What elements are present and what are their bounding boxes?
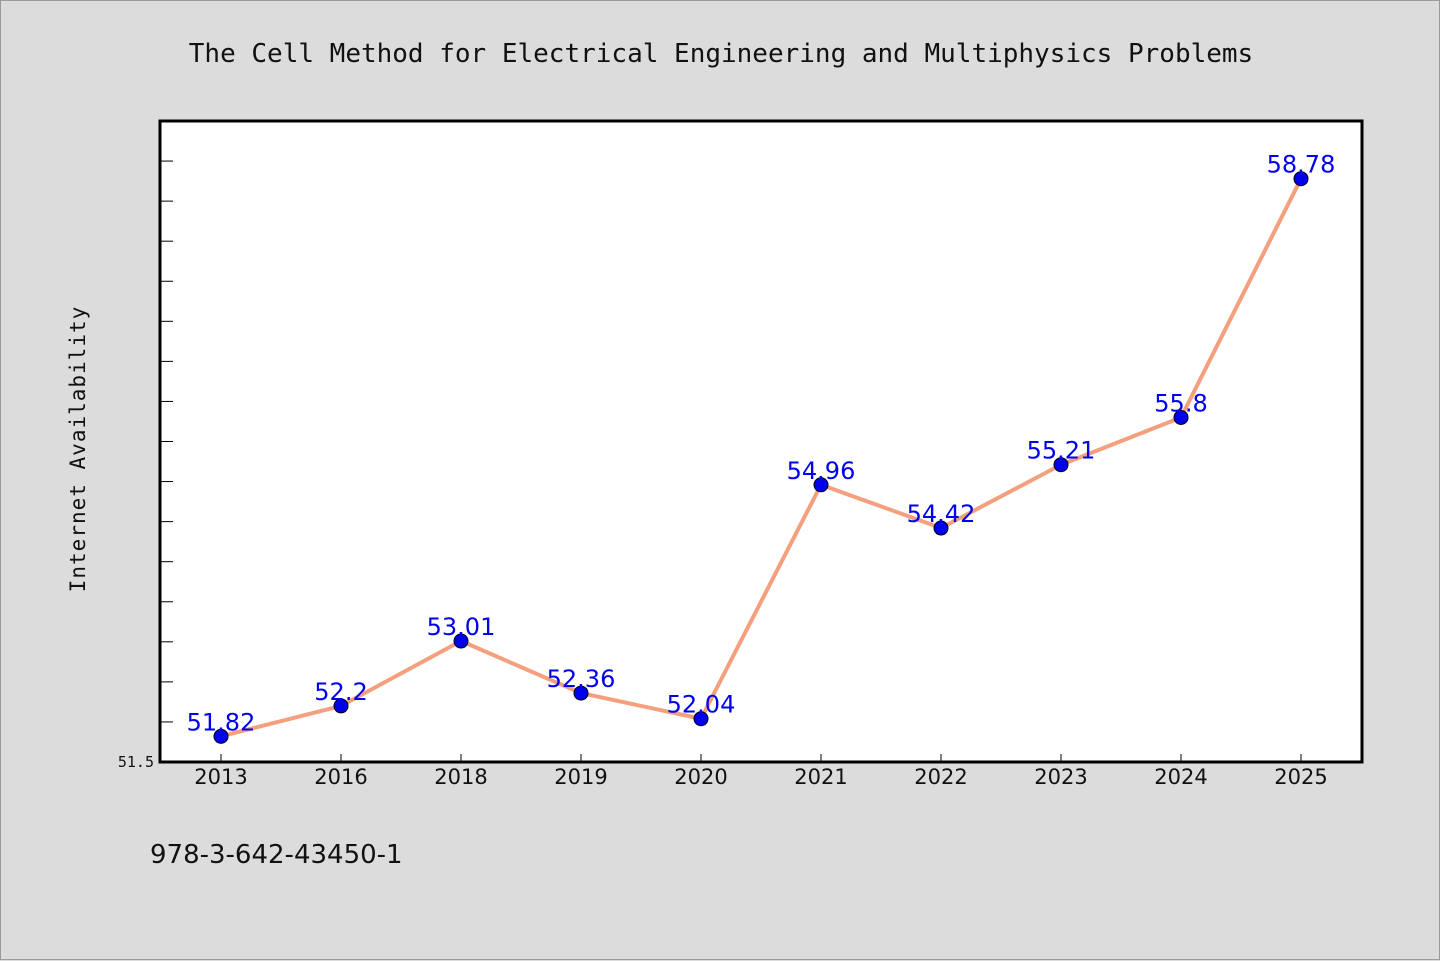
data-point-marker — [213, 728, 229, 744]
data-point-marker — [693, 711, 709, 727]
x-tick-label: 2016 — [314, 765, 367, 789]
y-tick-label: 51.5 — [118, 753, 154, 771]
data-markers — [213, 171, 1309, 744]
data-label: 52.04 — [667, 691, 736, 719]
data-label: 52.36 — [547, 665, 616, 693]
data-point-marker — [813, 477, 829, 493]
isbn-footer: 978-3-642-43450-1 — [150, 840, 403, 870]
series-line — [220, 177, 1303, 739]
data-label: 55.8 — [1154, 389, 1207, 417]
data-point-marker — [333, 698, 349, 714]
data-label: 55.21 — [1027, 437, 1096, 465]
x-tick-label: 2023 — [1034, 765, 1087, 789]
data-point-marker — [1293, 171, 1309, 187]
data-labels: 51.82 52.2 53.01 52.36 52.04 54.96 54.42 55.21 5… — [187, 151, 1336, 737]
y-axis-label: Internet Availability — [66, 306, 90, 593]
data-label: 52.2 — [314, 678, 367, 706]
x-tick-label: 2022 — [914, 765, 967, 789]
data-point-marker — [933, 520, 949, 536]
chart-title: The Cell Method for Electrical Engineeri… — [189, 39, 1253, 69]
x-tick-label: 2013 — [194, 765, 247, 789]
x-tick-label: 2018 — [434, 765, 487, 789]
data-label: 53.01 — [427, 613, 496, 641]
data-point-marker — [1173, 409, 1189, 425]
x-tick-label: 2020 — [674, 765, 727, 789]
data-label: 54.96 — [787, 457, 856, 485]
y-axis-ticks: 51.5 — [118, 120, 173, 771]
data-label: 54.42 — [907, 500, 976, 528]
x-tick-label: 2025 — [1274, 765, 1327, 789]
data-point-marker — [573, 685, 589, 701]
data-label: 58.78 — [1267, 151, 1336, 179]
data-point-marker — [453, 633, 469, 649]
x-tick-label: 2021 — [794, 765, 847, 789]
x-axis-ticks: 2013 2016 2018 2019 2020 2021 2022 2023 2024 2025 — [194, 754, 1328, 789]
data-label: 51.82 — [187, 708, 256, 736]
x-tick-label: 2019 — [554, 765, 607, 789]
x-tick-label: 2024 — [1154, 765, 1207, 789]
plot-area — [158, 119, 1364, 764]
data-point-marker — [1053, 457, 1069, 473]
